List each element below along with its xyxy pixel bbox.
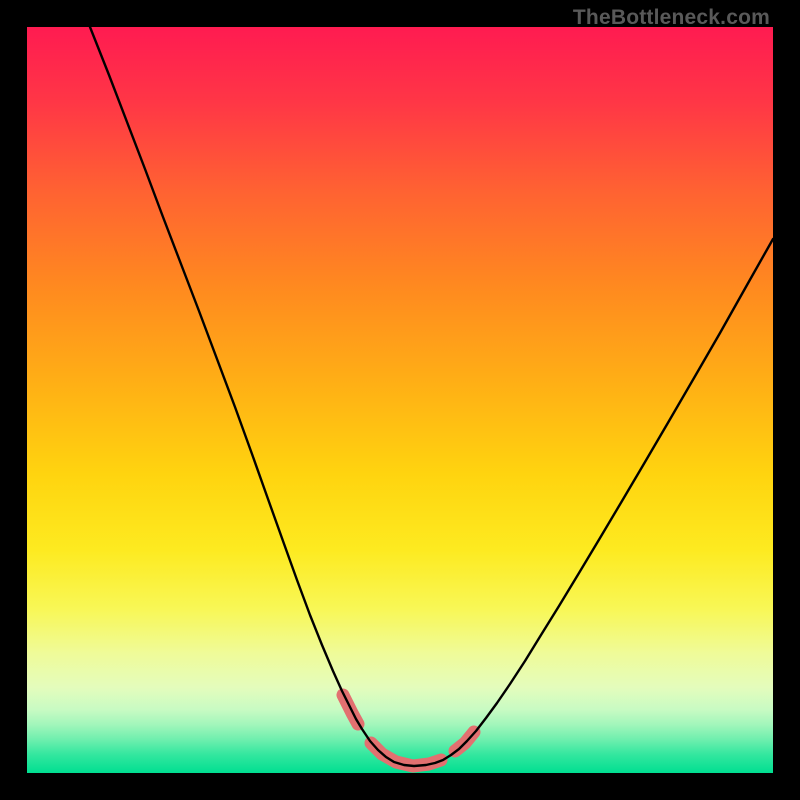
plot-area	[27, 27, 773, 773]
watermark-text: TheBottleneck.com	[573, 6, 770, 30]
chart-svg	[27, 27, 773, 773]
chart-canvas: TheBottleneck.com	[0, 0, 800, 800]
gradient-background	[27, 27, 773, 773]
